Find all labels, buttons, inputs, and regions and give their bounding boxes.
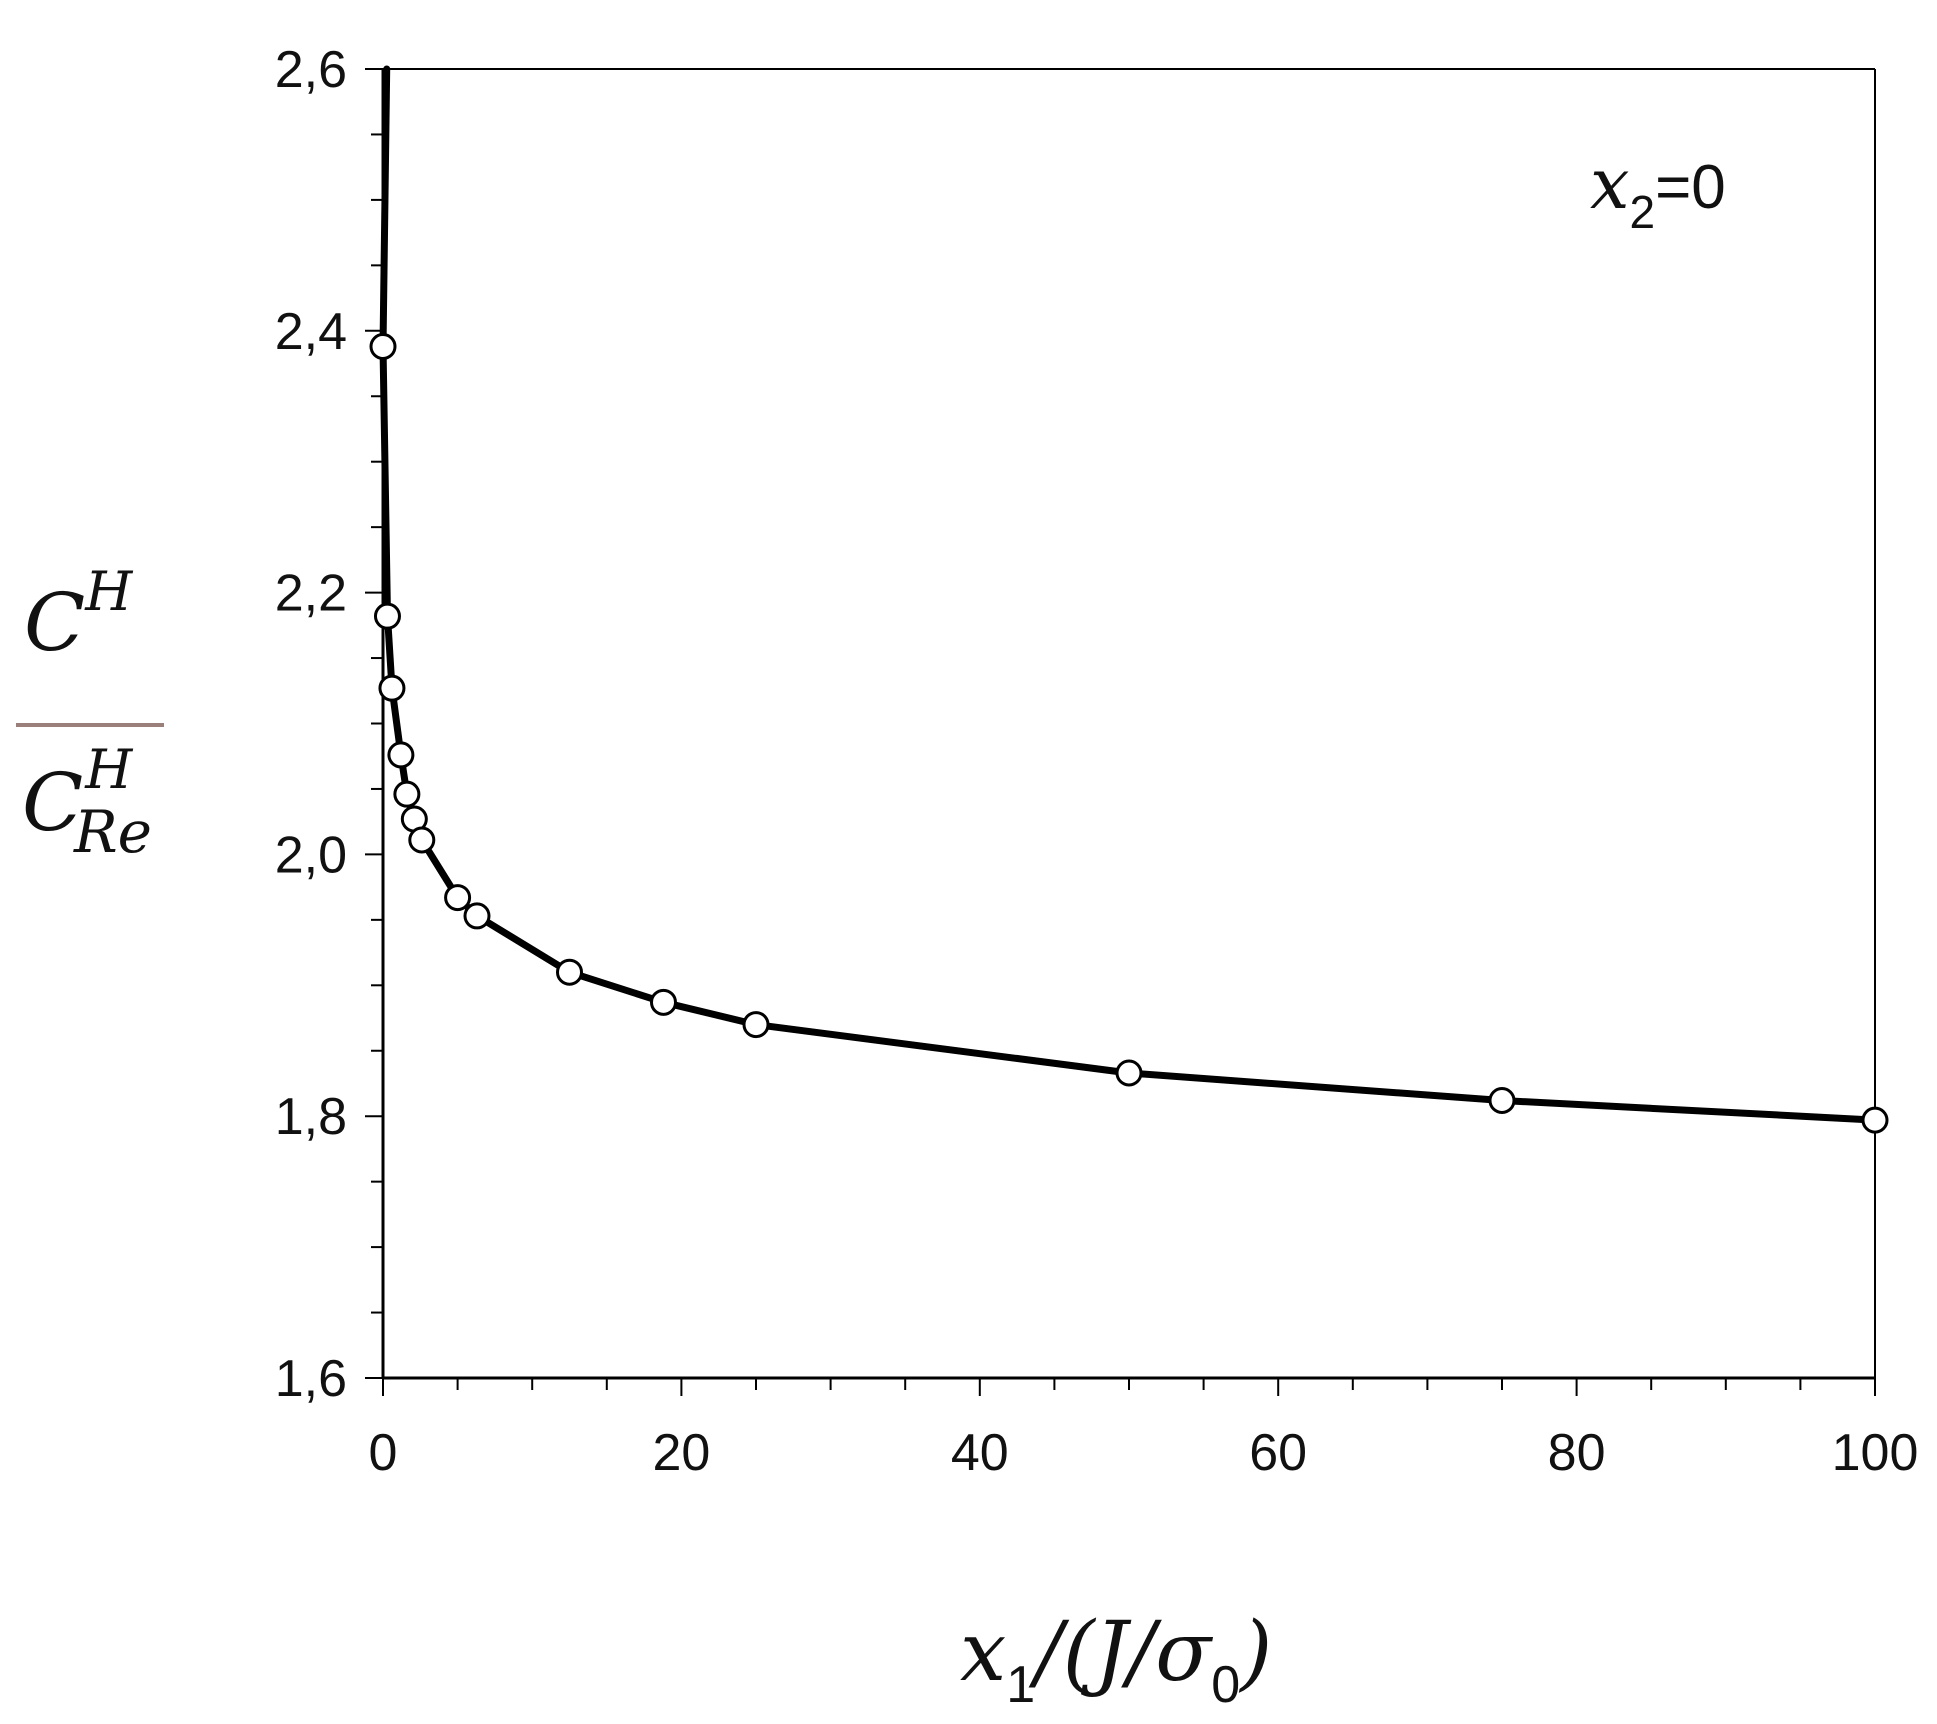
data-point <box>387 741 415 769</box>
y-tick-label: 2,0 <box>275 826 347 884</box>
y-tick-label: 1,8 <box>275 1088 347 1146</box>
data-point <box>463 902 491 930</box>
x-tick-label: 0 <box>369 1424 398 1482</box>
axis-ticks <box>365 68 1876 1396</box>
x-tick-label: 60 <box>1249 1424 1307 1482</box>
x-tick-label: 80 <box>1548 1424 1606 1482</box>
x-tick-label: 40 <box>951 1424 1009 1482</box>
y-label-numerator: CH <box>24 560 133 669</box>
data-point <box>378 674 406 702</box>
data-point <box>1861 1106 1889 1134</box>
y-tick-label: 2,6 <box>275 41 347 99</box>
y-tick-label: 1,6 <box>275 1350 347 1408</box>
data-point <box>373 602 401 630</box>
data-point <box>1488 1086 1516 1114</box>
x-tick-label: 20 <box>652 1424 710 1482</box>
data-point <box>444 884 472 912</box>
x-axis-label: x1/(J/σ0) <box>960 1605 1272 1714</box>
plot-frame <box>381 68 1876 1380</box>
y-label-denominator: CH <box>22 738 133 849</box>
y-label-denominator-sub: Re <box>73 798 152 866</box>
data-point <box>408 826 436 854</box>
x-tick-label: 100 <box>1832 1424 1919 1482</box>
data-point <box>556 958 583 986</box>
data-point <box>393 780 421 808</box>
axis-tick-labels: 1,6 1,8 2,0 2,2 2,4 2,6 0 20 40 60 80 100 <box>275 41 1919 1482</box>
data-point <box>742 1011 770 1039</box>
series-line <box>379 65 1879 1124</box>
y-axis-label: CH CH Re <box>16 560 164 866</box>
annotation-label: x2=0 <box>1590 143 1726 238</box>
data-point <box>649 988 677 1016</box>
y-tick-label: 2,4 <box>275 303 347 361</box>
y-tick-label: 2,2 <box>275 565 347 623</box>
data-point <box>369 333 397 361</box>
data-point <box>1115 1059 1143 1087</box>
series <box>369 65 1889 1134</box>
